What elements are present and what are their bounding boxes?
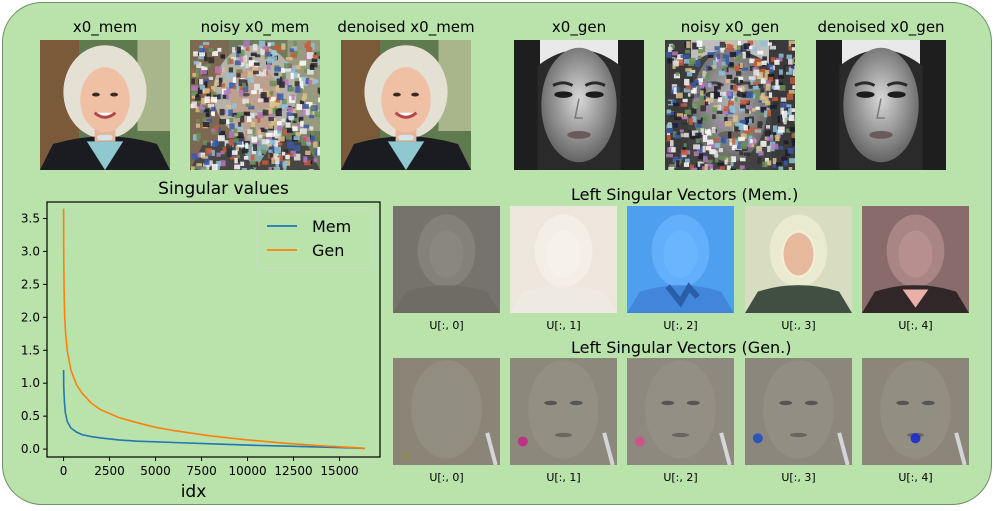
legend-label: Mem (312, 217, 351, 236)
mem-vector-label: U[:, 3] (745, 319, 852, 332)
top-image-caption: x0_gen (494, 18, 664, 36)
vector-graphic (862, 206, 969, 313)
mem-vector-label: U[:, 4] (862, 319, 969, 332)
gen-vector-image-4 (862, 358, 969, 465)
top-image-graphic (40, 40, 170, 170)
mem-vector-image-4 (862, 206, 969, 313)
gen-vector-label: U[:, 1] (510, 471, 617, 484)
gen-vector-label: U[:, 3] (745, 471, 852, 484)
gen-vector-label: U[:, 4] (862, 471, 969, 484)
y-tick-label: 1.0 (21, 376, 40, 390)
vector-graphic (862, 358, 969, 465)
x-tick-label: 0 (60, 464, 68, 478)
vector-graphic (627, 358, 734, 465)
vector-graphic (745, 358, 852, 465)
top-image-graphic (816, 40, 946, 170)
gen-vector-image-0 (393, 358, 500, 465)
x-tick-label: 15000 (320, 464, 358, 478)
top-image-caption: x0_mem (20, 18, 190, 36)
top-image-5 (816, 40, 946, 170)
mem-vector-label: U[:, 2] (627, 319, 734, 332)
x-tick-label: 12500 (274, 464, 312, 478)
vector-graphic (510, 358, 617, 465)
gen-vector-image-2 (627, 358, 734, 465)
mem-vector-label: U[:, 1] (510, 319, 617, 332)
y-tick-label: 0.5 (21, 409, 40, 423)
gen-vector-label: U[:, 2] (627, 471, 734, 484)
y-tick-label: 3.5 (21, 211, 40, 225)
x-axis-label: idx (181, 482, 207, 502)
mem-vector-image-3 (745, 206, 852, 313)
mem-vectors-title: Left Singular Vectors (Mem.) (571, 185, 798, 204)
top-image-4 (665, 40, 795, 170)
top-image-2 (341, 40, 471, 170)
y-tick-label: 0.0 (21, 442, 40, 456)
mem-vector-image-1 (510, 206, 617, 313)
x-tick-label: 7500 (186, 464, 217, 478)
top-image-caption: noisy x0_gen (645, 18, 815, 36)
y-tick-label: 2.5 (21, 277, 40, 291)
y-tick-label: 2.0 (21, 310, 40, 324)
mem-vector-image-2 (627, 206, 734, 313)
x-tick-label: 2500 (94, 464, 125, 478)
top-image-0 (40, 40, 170, 170)
chart-title: Singular values (158, 179, 289, 199)
top-image-graphic (341, 40, 471, 170)
mem-vector-image-0 (393, 206, 500, 313)
top-image-graphic (665, 40, 795, 170)
y-tick-label: 3.0 (21, 244, 40, 258)
vector-graphic (393, 358, 500, 465)
singular-values-chart: Singular values 0.0 0.5 1.0 1.5 2.0 2.5 3.0 3.5 0… (0, 172, 400, 507)
x-tick-label: 5000 (140, 464, 171, 478)
gen-vectors-title: Left Singular Vectors (Gen.) (571, 338, 792, 357)
vector-graphic (745, 206, 852, 313)
top-image-graphic (514, 40, 644, 170)
top-image-1 (190, 40, 320, 170)
y-tick-label: 1.5 (21, 343, 40, 357)
gen-vector-image-3 (745, 358, 852, 465)
x-tick-label: 10000 (228, 464, 266, 478)
top-image-caption: denoised x0_gen (796, 18, 966, 36)
gen-vector-image-1 (510, 358, 617, 465)
gen-vector-label: U[:, 0] (393, 471, 500, 484)
top-image-graphic (190, 40, 320, 170)
vector-graphic (393, 206, 500, 313)
top-image-3 (514, 40, 644, 170)
vector-graphic (627, 206, 734, 313)
legend-label: Gen (312, 241, 344, 260)
chart-svg: Singular values 0.0 0.5 1.0 1.5 2.0 2.5 3.0 3.5 0… (0, 172, 400, 507)
mem-vector-label: U[:, 0] (393, 319, 500, 332)
vector-graphic (510, 206, 617, 313)
top-image-caption: denoised x0_mem (321, 18, 491, 36)
top-image-caption: noisy x0_mem (170, 18, 340, 36)
